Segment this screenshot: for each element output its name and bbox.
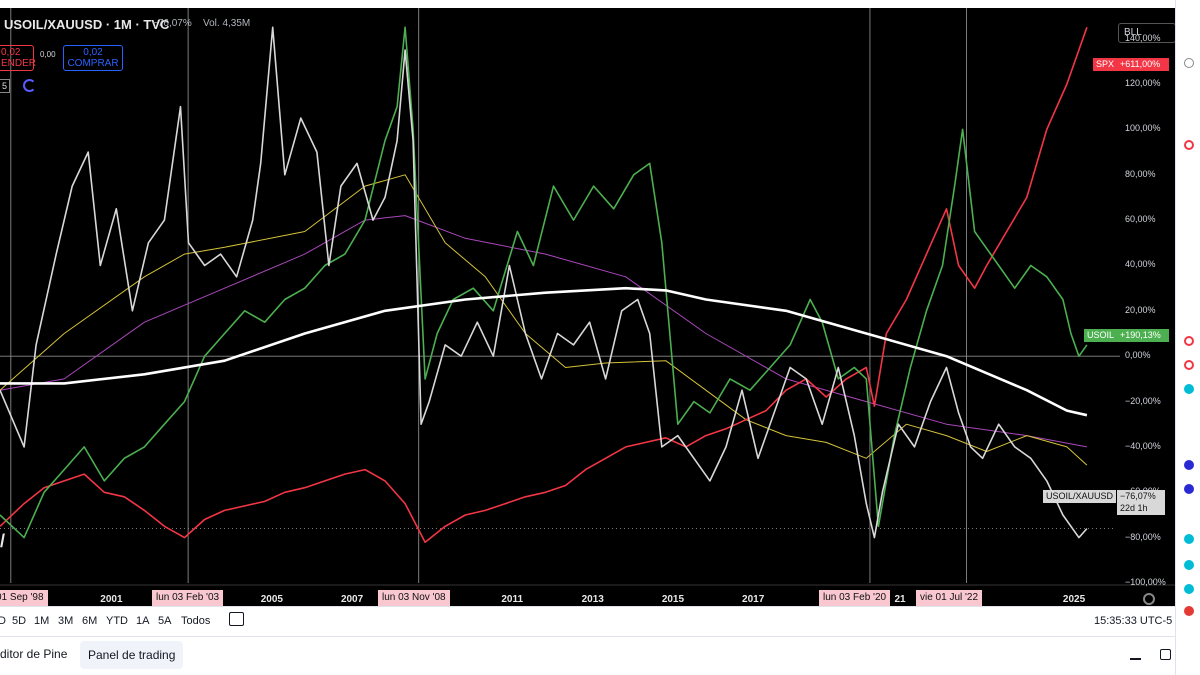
timeframe-toolbar: D 5D 1M 3M 6M YTD 1A 5A Todos 15:35:33 U…	[0, 606, 1175, 634]
sidebar-item-icon[interactable]	[1184, 360, 1194, 370]
y-tick-label: 100,00%	[1125, 123, 1161, 134]
x-tick-label: 2013	[581, 594, 604, 605]
clock-readout[interactable]: 15:35:33 UTC-5	[1094, 615, 1173, 627]
right-sidebar	[1175, 0, 1200, 675]
x-tick-label: 2017	[742, 594, 765, 605]
change-percent: −76,07%	[152, 18, 192, 29]
sidebar-item-icon[interactable]	[1184, 606, 1194, 616]
sell-price: 0,02	[1, 47, 21, 58]
price-chart[interactable]	[0, 8, 1175, 606]
symbol-title[interactable]: USOIL/XAUUSD · 1M · TVC	[4, 17, 170, 32]
series-line-ma-long	[0, 286, 1088, 417]
x-date-highlight: lun 03 Feb '03	[152, 590, 224, 607]
y-tick-label: −20,00%	[1125, 395, 1161, 406]
sidebar-item-icon[interactable]	[1184, 140, 1194, 150]
sidebar-item-icon[interactable]	[1184, 336, 1194, 346]
buy-price: 0,02	[83, 47, 103, 58]
y-tick-label: −80,00%	[1125, 531, 1161, 542]
tf-1m-button[interactable]: 1M	[34, 615, 50, 627]
minimize-icon[interactable]	[1130, 658, 1141, 660]
tf-6m-button[interactable]: 6M	[82, 615, 98, 627]
tf-ytd-button[interactable]: YTD	[106, 615, 128, 627]
settings-gear-icon[interactable]	[1143, 593, 1155, 605]
y-tick-label: 0,00%	[1125, 350, 1151, 361]
x-date-highlight: vie 01 Jul '22	[916, 590, 983, 607]
series-line-usoil-xauusd	[0, 26, 1088, 539]
x-tick-label: 2015	[661, 594, 685, 605]
y-tick-label: −100,00%	[1125, 577, 1166, 587]
buy-button[interactable]: 0,02 COMPRAR	[63, 45, 123, 71]
y-tick-label: −40,00%	[1125, 440, 1161, 451]
y-tick-label: 140,00%	[1125, 32, 1161, 43]
tf-5d-button[interactable]: 5D	[12, 615, 27, 627]
tf-3m-button[interactable]: 3M	[58, 615, 74, 627]
sidebar-item-icon[interactable]	[1184, 460, 1194, 470]
series-line-ma-mid	[0, 215, 1087, 448]
volume-readout: Vol. 4,35M	[203, 18, 251, 29]
sidebar-item-icon[interactable]	[1184, 584, 1194, 594]
sync-icon[interactable]	[23, 79, 36, 92]
spx-value-badge: +611,00%	[1117, 58, 1169, 71]
y-tick-label: 80,00%	[1125, 168, 1156, 179]
buy-label: COMPRAR	[67, 58, 119, 69]
x-tick-label: 2001	[100, 594, 123, 605]
tf-all-button[interactable]: Todos	[181, 615, 211, 627]
x-tick-label: 2025	[1062, 594, 1086, 605]
sidebar-item-icon[interactable]	[1184, 560, 1194, 570]
usoil-name-badge: USOIL	[1084, 329, 1118, 342]
calendar-icon[interactable]	[229, 612, 244, 626]
maximize-icon[interactable]	[1160, 649, 1171, 660]
bottom-panel-tabs: ditor de Pine Panel de trading	[0, 636, 1175, 675]
sidebar-item-icon[interactable]	[1184, 58, 1194, 68]
tab-pine-editor[interactable]: ditor de Pine	[0, 647, 68, 661]
spread-value: 0,00	[40, 50, 56, 59]
tf-d-button[interactable]: D	[0, 615, 6, 627]
usoil-value-badge: +190,13%	[1117, 329, 1169, 342]
ratio-name-badge: USOIL/XAUUSD	[1043, 490, 1117, 503]
y-tick-label: 20,00%	[1125, 304, 1156, 315]
x-date-highlight: 01 Sep '98	[0, 590, 48, 607]
series-line-spx	[0, 27, 1088, 544]
tab-trading-panel[interactable]: Panel de trading	[80, 641, 184, 669]
bar-countdown-badge: 22d 1h	[1117, 502, 1165, 515]
x-date-highlight: lun 03 Nov '08	[378, 590, 450, 607]
x-tick-label: 2007	[340, 594, 364, 605]
chart-area[interactable]: USOIL/XAUUSD · 1M · TVC −76,07% Vol. 4,3…	[0, 8, 1176, 607]
sell-button[interactable]: 0,02 ENDER	[0, 45, 37, 71]
tradingview-logo: /	[0, 531, 6, 551]
y-tick-label: 60,00%	[1125, 214, 1156, 225]
sidebar-item-icon[interactable]	[1184, 384, 1194, 394]
x-tick-label: 2011	[501, 594, 524, 605]
series-line-ma-short	[0, 174, 1088, 466]
series-line-usoil	[0, 26, 1088, 539]
y-tick-label: 120,00%	[1125, 78, 1161, 89]
x-tick-label: 21	[894, 594, 906, 605]
sell-label: ENDER	[1, 58, 37, 69]
x-date-highlight: lun 03 Feb '20	[819, 590, 891, 607]
y-tick-label: 40,00%	[1125, 259, 1156, 270]
spx-name-badge: SPX	[1093, 58, 1118, 71]
interval-box[interactable]: 5	[0, 79, 10, 93]
sidebar-item-icon[interactable]	[1184, 534, 1194, 544]
tf-5a-button[interactable]: 5A	[158, 615, 172, 627]
tf-1a-button[interactable]: 1A	[136, 615, 150, 627]
x-tick-label: 2005	[260, 594, 283, 605]
ratio-value-badge: −76,07%	[1117, 490, 1165, 503]
sidebar-item-icon[interactable]	[1184, 484, 1194, 494]
